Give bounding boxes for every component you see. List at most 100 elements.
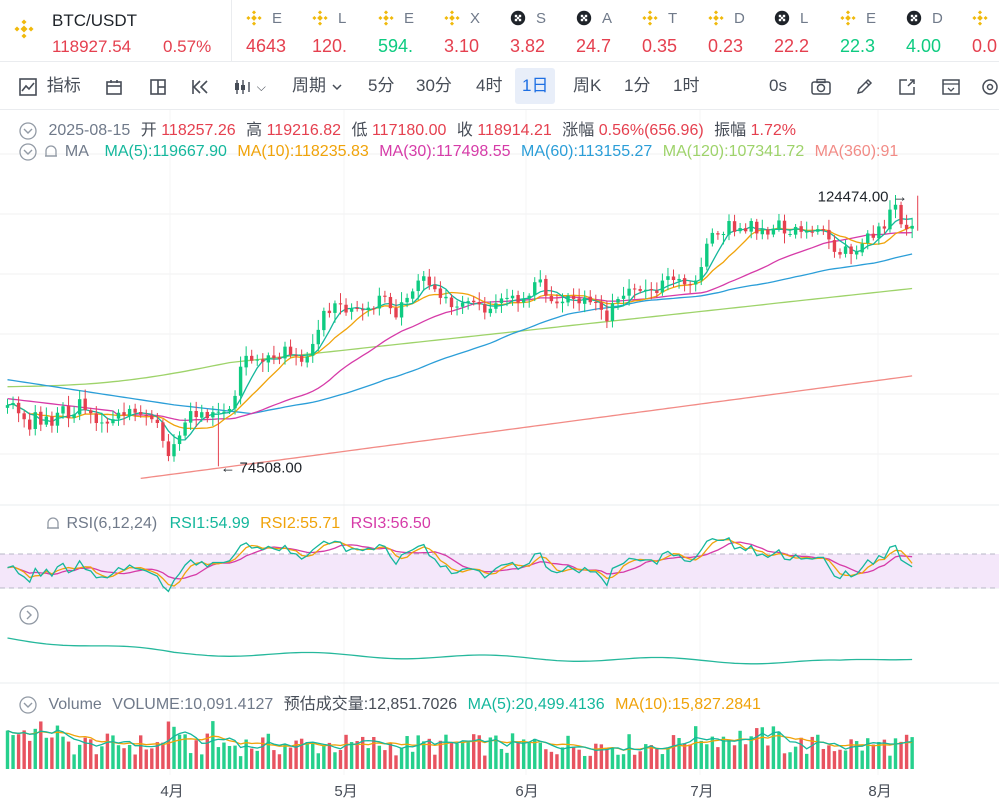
candle-body xyxy=(333,303,337,313)
bnb-icon xyxy=(444,10,460,26)
volume-bar xyxy=(760,727,764,769)
ticker-item[interactable]: S 3.82 xyxy=(496,0,562,61)
candle-body xyxy=(33,412,37,429)
collapse-icon[interactable] xyxy=(18,142,38,162)
kline-chart[interactable]: 124474.00 → ← 74508.00 4月 5月 6月 7月 8月 xyxy=(0,110,999,807)
candle-body xyxy=(904,224,909,230)
candle xyxy=(150,410,154,423)
candle-body xyxy=(255,359,259,361)
bell-icon[interactable] xyxy=(44,515,62,533)
candle-body xyxy=(422,276,426,281)
candle xyxy=(288,339,293,358)
volume-bar xyxy=(50,737,54,769)
candle-body xyxy=(549,295,554,302)
volume-bar xyxy=(893,738,898,769)
volume-bar xyxy=(188,753,193,769)
ticker-value: 24.7 xyxy=(576,36,612,56)
collapse-icon[interactable] xyxy=(18,695,38,715)
indicators-button[interactable]: 指标 xyxy=(18,74,81,98)
ticker-item[interactable]: A 24.7 xyxy=(562,0,628,61)
candle-body xyxy=(183,422,187,436)
volume-bar xyxy=(866,738,870,769)
volume-bar xyxy=(810,736,814,769)
candle xyxy=(566,293,570,307)
screenshot-button[interactable] xyxy=(810,74,832,98)
candle-body xyxy=(533,282,537,296)
candle-body xyxy=(227,408,232,412)
collapse-icon[interactable] xyxy=(18,121,38,141)
candle xyxy=(516,290,520,312)
volume-bar xyxy=(849,739,853,769)
candle-body xyxy=(433,284,437,290)
ma-item: MA(10):118235.83 xyxy=(237,143,369,161)
interval-button[interactable]: 周K xyxy=(573,76,602,95)
calendar-button[interactable] xyxy=(104,74,124,98)
candle xyxy=(699,257,703,286)
chart-type-dropdown[interactable]: ⌵ xyxy=(232,74,266,98)
period-dropdown[interactable]: 周期 xyxy=(292,74,343,98)
ticker-item[interactable]: D 0.23 xyxy=(694,0,760,61)
volume-ma5-line xyxy=(7,729,913,752)
ticker-item[interactable]: E 4643 xyxy=(232,0,298,61)
collapsed-indicator[interactable] xyxy=(18,604,40,626)
candle xyxy=(499,293,504,313)
candle-body xyxy=(555,301,559,304)
fullscreen-button[interactable] xyxy=(940,74,962,98)
token-icon xyxy=(576,10,592,26)
interval-button[interactable]: 4时 xyxy=(476,76,503,95)
replay-button[interactable] xyxy=(190,74,212,98)
volume-panel xyxy=(5,721,914,769)
token-icon xyxy=(906,10,922,26)
volume-bar xyxy=(616,754,620,769)
ticker-item[interactable]: L 22.2 xyxy=(760,0,826,61)
volume-bar xyxy=(499,748,504,769)
layout-button[interactable] xyxy=(148,74,168,98)
ticker-item[interactable]: X 3.10 xyxy=(430,0,496,61)
volume-bar xyxy=(449,743,454,769)
candles xyxy=(5,195,919,467)
candle-body xyxy=(627,288,631,296)
volume-bar xyxy=(644,744,648,769)
candle xyxy=(760,219,764,240)
draw-button[interactable] xyxy=(854,74,874,98)
candle-body xyxy=(544,278,548,296)
candle-body xyxy=(322,310,326,331)
candle xyxy=(599,295,604,320)
ticker-item[interactable]: E 594. xyxy=(364,0,430,61)
candle xyxy=(694,275,698,292)
ticker-value: 0.23 xyxy=(708,36,744,56)
candle-body xyxy=(311,343,315,356)
interval-button[interactable]: 30分 xyxy=(416,76,452,95)
volume-bar xyxy=(755,728,759,769)
ticker-item[interactable]: E 22.3 xyxy=(826,0,892,61)
candle xyxy=(588,290,592,305)
main-ticker[interactable]: BTC/USDT 118927.54 0.57% xyxy=(0,0,232,61)
candle xyxy=(649,282,653,300)
interval-button[interactable]: 1日 xyxy=(515,68,556,104)
bell-icon[interactable] xyxy=(42,143,60,161)
volume-bar xyxy=(322,745,326,769)
candle xyxy=(849,243,853,265)
new-window-button[interactable] xyxy=(897,74,917,98)
interval-button[interactable]: 5分 xyxy=(368,76,395,95)
ticker-item[interactable]: L 120. xyxy=(298,0,364,61)
chevron-right-icon[interactable] xyxy=(18,604,40,626)
candle xyxy=(882,219,887,234)
candle xyxy=(133,403,137,422)
ticker-item[interactable]: T 0.35 xyxy=(628,0,694,61)
ohlc-legend: 2025-08-15 开 118257.26 高 119216.82 低 117… xyxy=(18,116,796,141)
candle-body xyxy=(505,297,509,299)
ticker-item[interactable]: D 4.00 xyxy=(892,0,958,61)
ticker-item[interactable]: P0.0 xyxy=(958,0,999,61)
interval-button[interactable]: 1分 xyxy=(624,76,651,95)
volume-bar xyxy=(288,747,293,769)
ticker-value: 594. xyxy=(378,36,414,56)
candle xyxy=(616,296,620,310)
volume-bar xyxy=(94,754,98,769)
ma-item: MA(30):117498.55 xyxy=(379,143,511,161)
candle xyxy=(316,319,320,352)
volume-bar xyxy=(250,748,254,769)
settings-button[interactable] xyxy=(980,74,999,98)
interval-button[interactable]: 1时 xyxy=(673,76,700,95)
candle xyxy=(433,276,437,293)
